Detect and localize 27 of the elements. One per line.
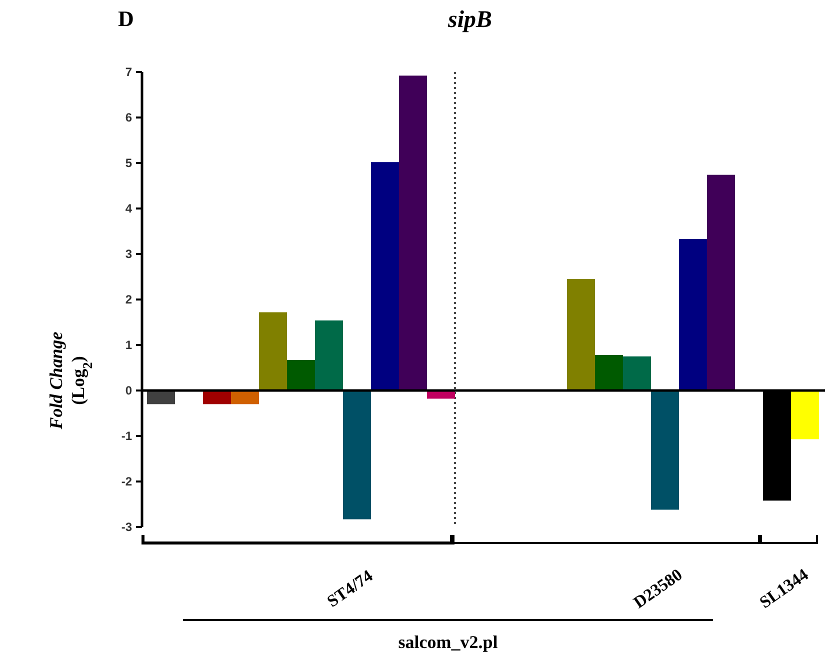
bar bbox=[287, 360, 315, 390]
y-tick-label: 6 bbox=[125, 110, 132, 125]
bar bbox=[399, 76, 427, 390]
y-tick-label: -2 bbox=[121, 474, 132, 489]
bar bbox=[595, 355, 623, 390]
bar bbox=[371, 162, 399, 390]
chart-title: sipB bbox=[446, 7, 492, 33]
bar bbox=[315, 320, 343, 390]
bar bbox=[651, 390, 679, 510]
y-tick-label: -1 bbox=[121, 429, 132, 444]
bar bbox=[791, 390, 819, 440]
bar bbox=[623, 356, 651, 390]
y-tick-label: 7 bbox=[125, 65, 132, 80]
y-tick-label: 1 bbox=[125, 338, 132, 352]
bar bbox=[679, 238, 707, 390]
y-tick-label: -3 bbox=[121, 520, 132, 534]
bar bbox=[567, 279, 595, 390]
y-tick-label: 0 bbox=[125, 384, 132, 398]
y-tick-label: 3 bbox=[125, 247, 132, 262]
bar bbox=[259, 312, 287, 390]
text: salcom_v2.pl bbox=[398, 632, 498, 652]
y-tick-label: 5 bbox=[125, 156, 132, 170]
text: D bbox=[118, 6, 134, 31]
y-tick-label: 4 bbox=[125, 202, 132, 216]
bar bbox=[343, 390, 371, 520]
y-tick-label: 2 bbox=[125, 292, 132, 307]
bar bbox=[707, 174, 735, 390]
